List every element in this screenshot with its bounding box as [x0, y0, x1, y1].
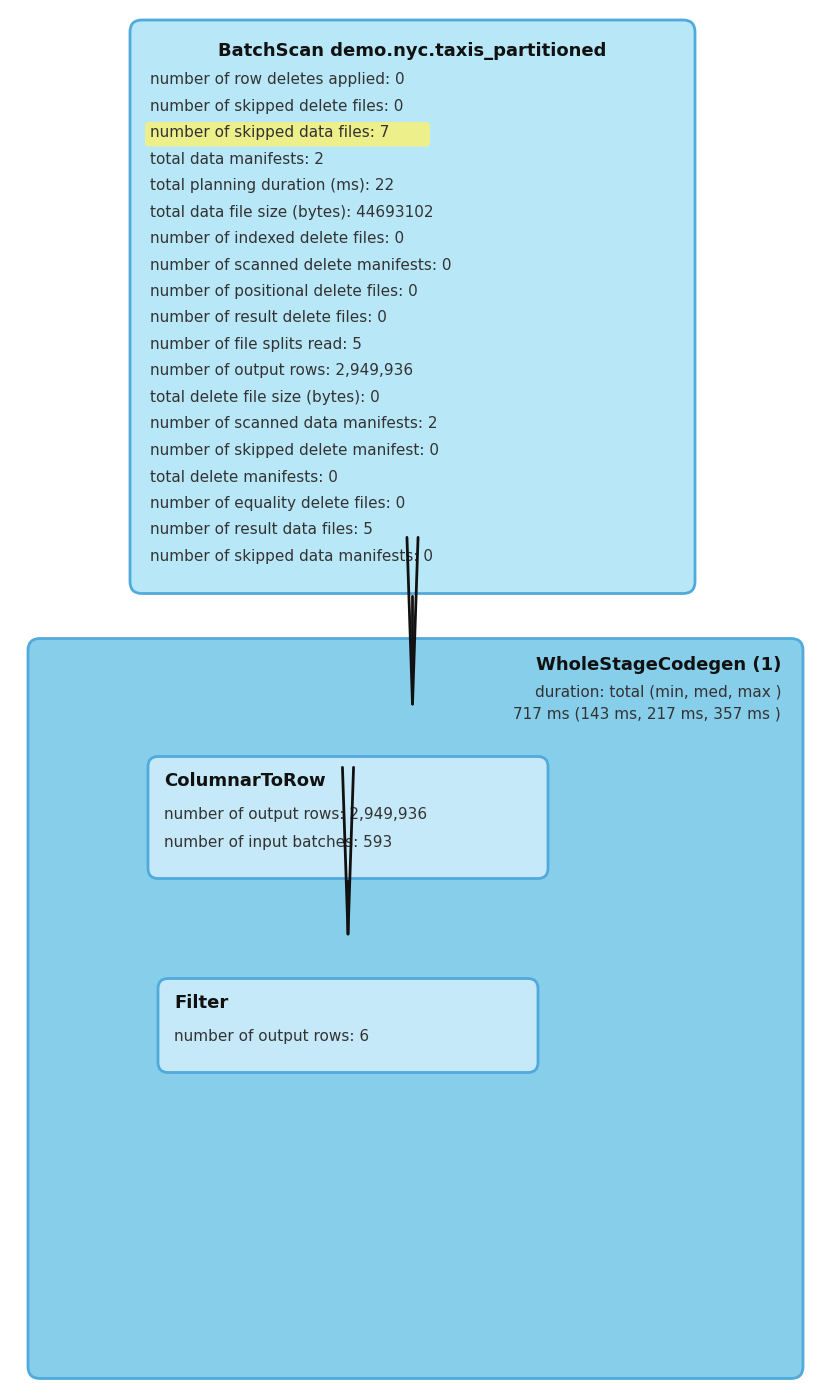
- Text: Filter: Filter: [174, 994, 228, 1012]
- Text: number of skipped delete files: 0: number of skipped delete files: 0: [150, 98, 403, 113]
- Text: number of result data files: 5: number of result data files: 5: [150, 522, 373, 538]
- Text: number of skipped data files: 7: number of skipped data files: 7: [150, 125, 389, 140]
- FancyBboxPatch shape: [158, 979, 538, 1072]
- Text: duration: total (min, med, max ): duration: total (min, med, max ): [535, 685, 781, 700]
- Text: ColumnarToRow: ColumnarToRow: [164, 773, 325, 791]
- FancyBboxPatch shape: [145, 122, 430, 147]
- Text: number of input batches: 593: number of input batches: 593: [164, 834, 393, 850]
- Text: total delete file size (bytes): 0: total delete file size (bytes): 0: [150, 391, 380, 405]
- FancyBboxPatch shape: [148, 756, 548, 879]
- Text: number of indexed delete files: 0: number of indexed delete files: 0: [150, 231, 404, 246]
- Text: 717 ms (143 ms, 217 ms, 357 ms ): 717 ms (143 ms, 217 ms, 357 ms ): [513, 707, 781, 721]
- Text: total data file size (bytes): 44693102: total data file size (bytes): 44693102: [150, 204, 433, 220]
- Text: number of skipped delete manifest: 0: number of skipped delete manifest: 0: [150, 442, 439, 458]
- Text: number of scanned delete manifests: 0: number of scanned delete manifests: 0: [150, 258, 452, 273]
- Text: number of result delete files: 0: number of result delete files: 0: [150, 311, 387, 326]
- Text: number of output rows: 2,949,936: number of output rows: 2,949,936: [150, 364, 413, 378]
- Text: number of equality delete files: 0: number of equality delete files: 0: [150, 496, 405, 511]
- Text: WholeStageCodegen (1): WholeStageCodegen (1): [535, 657, 781, 675]
- Text: number of row deletes applied: 0: number of row deletes applied: 0: [150, 71, 404, 87]
- Text: number of output rows: 2,949,936: number of output rows: 2,949,936: [164, 806, 427, 822]
- Text: number of skipped data manifests: 0: number of skipped data manifests: 0: [150, 549, 433, 564]
- Text: number of output rows: 6: number of output rows: 6: [174, 1029, 369, 1043]
- Text: total planning duration (ms): 22: total planning duration (ms): 22: [150, 178, 394, 193]
- FancyBboxPatch shape: [130, 20, 695, 594]
- Text: number of file splits read: 5: number of file splits read: 5: [150, 337, 362, 351]
- Text: number of scanned data manifests: 2: number of scanned data manifests: 2: [150, 417, 437, 431]
- Text: total data manifests: 2: total data manifests: 2: [150, 151, 324, 167]
- Text: BatchScan demo.nyc.taxis_partitioned: BatchScan demo.nyc.taxis_partitioned: [218, 42, 607, 60]
- Text: number of positional delete files: 0: number of positional delete files: 0: [150, 284, 417, 300]
- Text: total delete manifests: 0: total delete manifests: 0: [150, 469, 338, 484]
- FancyBboxPatch shape: [28, 638, 803, 1379]
